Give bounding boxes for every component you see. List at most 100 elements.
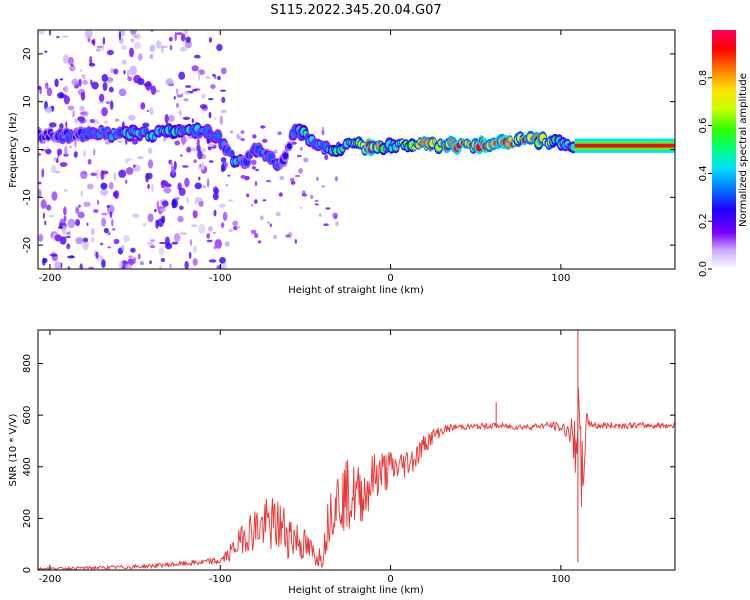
spectral-speckle [206,233,211,239]
spectral-speckle [210,84,216,90]
spectral-speckle [42,258,48,263]
spectral-speckle [100,182,108,190]
spectral-speckle [114,118,120,122]
spectral-speckle [197,165,205,170]
spectral-speckle [208,226,213,232]
spectral-speckle [128,255,134,258]
spectral-speckle [214,239,222,249]
spectral-speckle [147,183,150,190]
spectrogram-y-label: Frequency (Hz) [8,112,19,188]
spectral-speckle [60,262,63,269]
spectral-speckle [185,85,192,88]
spectral-speckle [113,238,120,245]
spectral-speckle [98,101,106,104]
spectral-speckle [87,158,92,165]
spectral-speckle [49,253,58,257]
spectral-speckle [103,227,109,234]
spectral-speckle [212,192,219,201]
spectral-speckle [70,64,74,67]
spectral-speckle [101,212,108,216]
spectral-speckle [299,206,303,210]
colorbar-tick-label: 0.0 [698,261,709,277]
snr-x-ticks: -200 -100 0 100 [39,330,570,585]
spectral-speckle [109,100,114,110]
spectral-speckle [165,242,173,250]
spectral-speckle [125,158,129,165]
spectral-speckle [82,240,89,251]
spectral-speckle [222,211,228,221]
spectral-steady-core [574,143,675,148]
snr-y-tick-label: 800 [22,354,33,373]
spectral-speckle [296,154,302,158]
spectral-speckle [174,197,180,200]
spectral-speckle [69,145,72,149]
spectral-speckle [213,246,216,250]
spectral-speckle [61,225,67,235]
spectral-speckle [101,259,106,268]
spectral-speckle [40,199,47,209]
spectral-speckle [45,85,48,90]
spectral-speckle [178,110,182,116]
colorbar-gradient [712,30,736,269]
spectral-speckle [147,213,154,223]
spectrogram-y-tick-label: -10 [22,189,33,205]
spectral-speckle [194,182,202,190]
spectral-speckle [123,70,126,75]
spectral-speckle [127,76,133,82]
spectrogram-y-tick-label: 0 [22,146,33,152]
spectral-speckle [38,30,45,35]
spectral-speckle [110,67,115,74]
spectral-speckle [107,231,111,236]
spectral-speckle [260,125,266,129]
spectral-speckle [48,122,57,128]
spectral-speckle [250,203,254,207]
spectral-speckle [65,236,71,239]
spectral-speckle [321,185,325,188]
spectral-speckle [179,205,184,210]
spectral-speckle [255,168,259,172]
spectrogram-y-tick-label: 10 [22,95,33,108]
spectral-speckle [219,89,227,92]
spectral-speckle [64,145,68,156]
spectral-speckle [184,40,192,49]
spectral-speckle [195,197,203,203]
spectral-speckle [206,178,210,188]
spectral-speckle [98,93,105,103]
spectral-speckle [254,180,258,187]
spectral-speckle [182,165,189,168]
spectral-speckle [87,183,94,190]
spectral-speckle [57,148,63,156]
spectral-speckle [156,200,159,210]
spectral-speckle [97,199,100,205]
spectral-speckle [82,237,89,243]
spectral-speckle [291,141,297,145]
spectral-speckle [114,190,119,200]
spectral-speckle [63,206,67,216]
spectral-speckle [250,229,257,234]
spectral-speckle [134,35,138,39]
spectral-speckle [67,56,74,66]
spectral-speckle [63,95,70,105]
spectral-speckle [96,169,99,180]
spectral-speckle [113,68,119,75]
spectral-speckle [198,224,206,234]
spectrogram-y-tick-label: -20 [22,237,33,253]
spectral-speckle [38,233,44,242]
spectral-speckle [38,181,42,185]
spectral-speckle [161,200,169,207]
spectral-speckle [123,234,130,243]
spectral-speckle [118,169,127,178]
colorbar-ticks: 0.0 0.2 0.4 0.6 0.8 [698,70,712,277]
spectral-speckle [129,65,137,76]
spectral-speckle [130,30,137,35]
colorbar-tick-label: 0.2 [698,213,709,229]
spectral-speckle [38,152,42,157]
spectral-speckle [61,35,69,38]
figure-title: S115.2022.345.20.04.G07 [270,3,441,18]
spectral-speckle [107,246,111,249]
spectral-speckle [137,156,144,160]
spectral-speckle [252,134,257,139]
spectral-speckle [262,138,268,143]
spectral-speckle [69,65,76,72]
spectral-speckle [289,177,295,182]
